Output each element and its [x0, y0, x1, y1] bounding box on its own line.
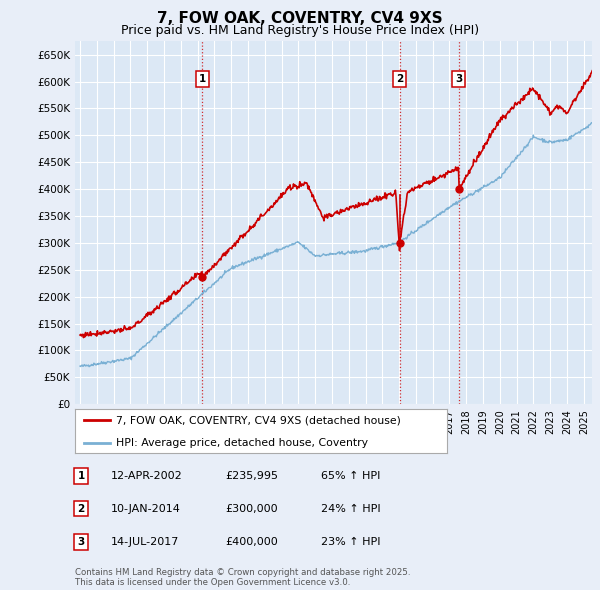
Text: Contains HM Land Registry data © Crown copyright and database right 2025.
This d: Contains HM Land Registry data © Crown c…: [75, 568, 410, 587]
Text: 2: 2: [396, 74, 403, 84]
Text: 23% ↑ HPI: 23% ↑ HPI: [321, 537, 380, 546]
Text: 7, FOW OAK, COVENTRY, CV4 9XS (detached house): 7, FOW OAK, COVENTRY, CV4 9XS (detached …: [116, 415, 401, 425]
Text: 7, FOW OAK, COVENTRY, CV4 9XS: 7, FOW OAK, COVENTRY, CV4 9XS: [157, 11, 443, 25]
Text: 3: 3: [77, 537, 85, 546]
Text: 65% ↑ HPI: 65% ↑ HPI: [321, 471, 380, 481]
Text: Price paid vs. HM Land Registry's House Price Index (HPI): Price paid vs. HM Land Registry's House …: [121, 24, 479, 37]
Text: £235,995: £235,995: [225, 471, 278, 481]
Text: 12-APR-2002: 12-APR-2002: [111, 471, 183, 481]
Text: HPI: Average price, detached house, Coventry: HPI: Average price, detached house, Cove…: [116, 438, 368, 447]
Text: £300,000: £300,000: [225, 504, 278, 513]
Text: 24% ↑ HPI: 24% ↑ HPI: [321, 504, 380, 513]
Text: 10-JAN-2014: 10-JAN-2014: [111, 504, 181, 513]
Text: £400,000: £400,000: [225, 537, 278, 546]
Text: 14-JUL-2017: 14-JUL-2017: [111, 537, 179, 546]
Text: 2: 2: [77, 504, 85, 513]
Text: 3: 3: [455, 74, 462, 84]
Text: 1: 1: [199, 74, 206, 84]
Text: 1: 1: [77, 471, 85, 481]
